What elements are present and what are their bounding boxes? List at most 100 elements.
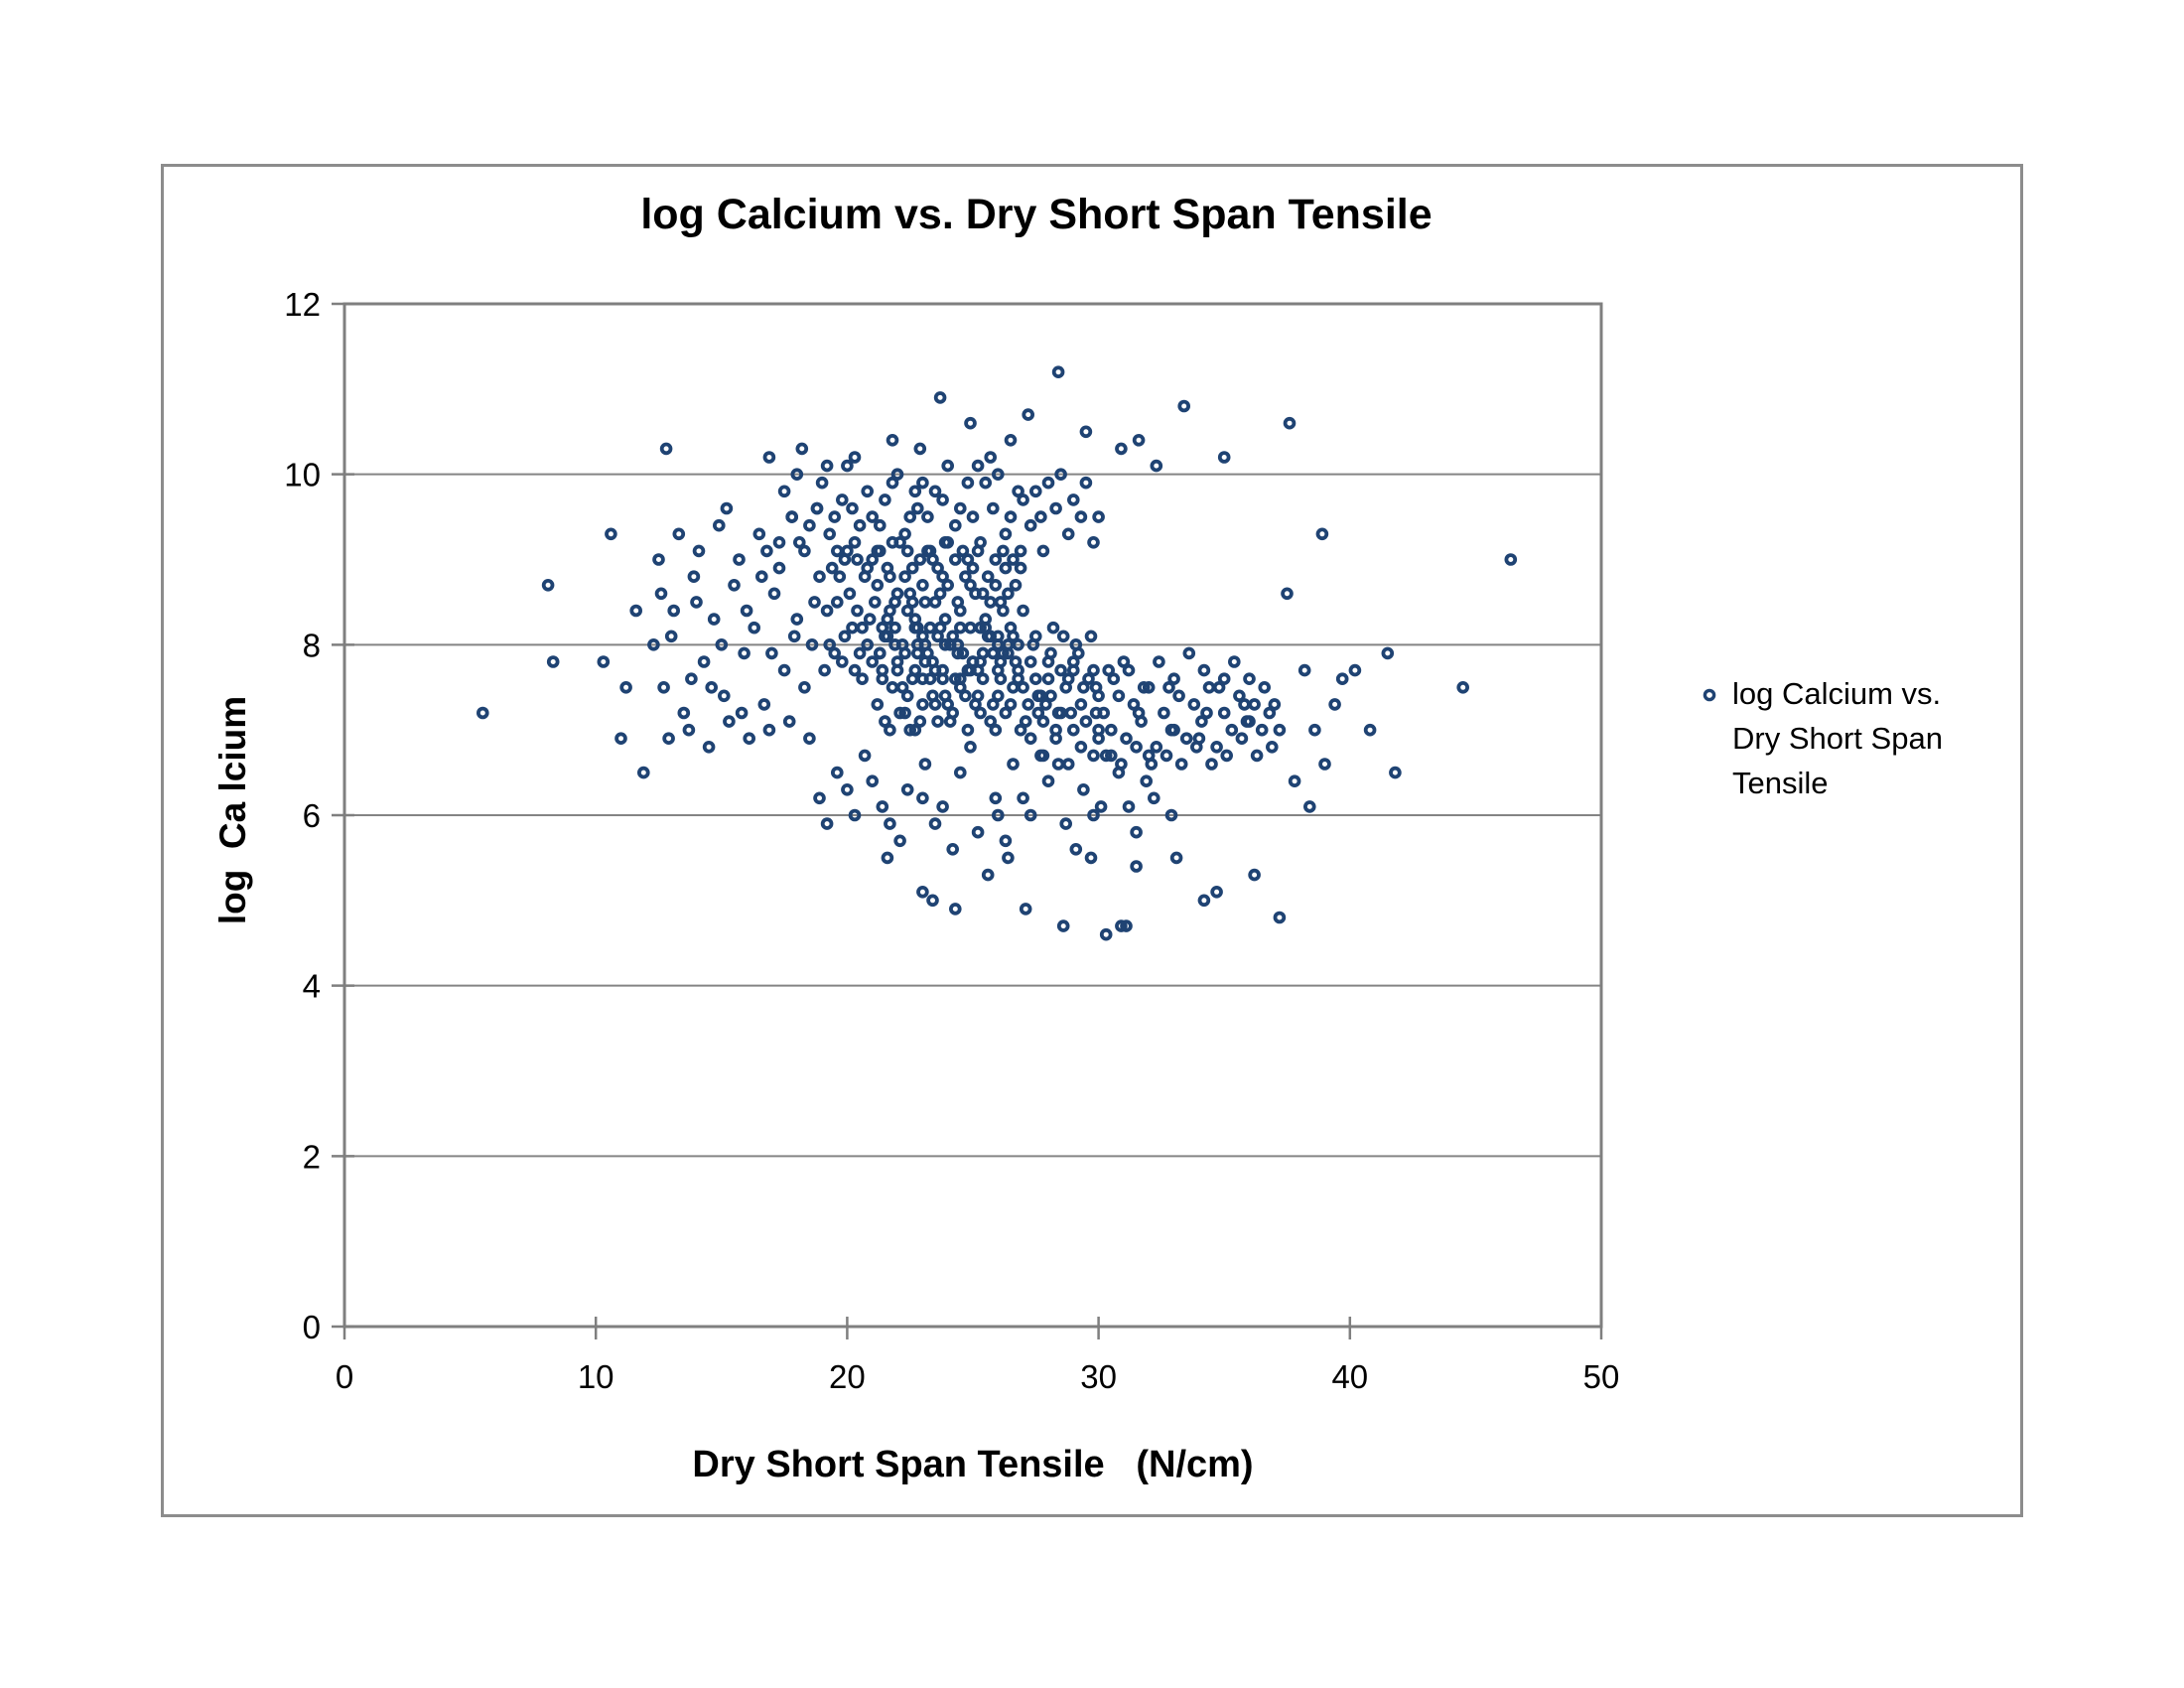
data-point [1017, 493, 1029, 506]
data-point [936, 800, 949, 813]
data-point [1160, 749, 1173, 763]
data-point [1077, 680, 1090, 694]
data-point [614, 732, 627, 745]
data-point [976, 646, 990, 660]
data-point [1195, 715, 1208, 728]
data-point [916, 476, 929, 490]
data-point [1288, 774, 1301, 787]
data-point [1014, 544, 1027, 558]
y-tick-label: 4 [303, 968, 321, 1005]
data-point [830, 766, 844, 779]
data-point [1004, 698, 1018, 711]
data-point [936, 663, 949, 677]
data-point [981, 570, 995, 584]
data-point [916, 698, 929, 711]
data-point [815, 476, 829, 490]
chart-frame: log Calcium vs. Dry Short Span Tensile 0… [161, 164, 2023, 1517]
data-point [931, 561, 944, 575]
data-point [785, 510, 798, 523]
data-point [1054, 706, 1067, 720]
data-point [1017, 604, 1029, 618]
data-point [720, 501, 734, 515]
data-point [1238, 698, 1251, 711]
data-point [1243, 715, 1256, 728]
data-point [928, 485, 942, 498]
data-point [705, 680, 718, 694]
data-point [1049, 732, 1062, 745]
data-point [861, 637, 874, 651]
data-point [1061, 527, 1075, 541]
data-point [905, 561, 919, 575]
data-point [1348, 663, 1362, 677]
data-point [1167, 672, 1180, 686]
data-point [974, 706, 987, 720]
data-point [953, 766, 967, 779]
data-point [1031, 689, 1045, 703]
data-point [866, 510, 879, 523]
data-point [820, 459, 834, 473]
data-point [1028, 672, 1042, 686]
data-point [863, 613, 877, 626]
data-point [733, 553, 746, 566]
data-point [1389, 766, 1402, 779]
data-point [1162, 680, 1175, 694]
data-point [1127, 698, 1141, 711]
data-point [1092, 732, 1105, 745]
data-point [853, 518, 867, 532]
data-point [1007, 680, 1020, 694]
data-point [1066, 663, 1080, 677]
data-point [1031, 706, 1045, 720]
data-point [886, 433, 899, 447]
data-point [1069, 637, 1083, 651]
data-point [1167, 723, 1180, 737]
data-point [743, 732, 755, 745]
x-tick-label: 10 [578, 1358, 614, 1395]
data-point [974, 621, 987, 634]
data-point [1092, 510, 1105, 523]
data-point [1066, 723, 1080, 737]
data-point [984, 596, 997, 609]
data-point [888, 596, 901, 609]
data-point [1034, 749, 1047, 763]
data-point [900, 782, 914, 796]
data-point [951, 596, 965, 609]
data-point [762, 451, 776, 464]
legend: log Calcium vs. Dry Short Span Tensile [1701, 671, 2018, 805]
data-point [895, 637, 909, 651]
data-point [898, 570, 911, 584]
data-point [707, 613, 721, 626]
data-point [898, 527, 911, 541]
data-point [830, 544, 844, 558]
data-point [936, 570, 949, 584]
data-point [1308, 723, 1321, 737]
data-point [900, 689, 914, 703]
data-point [948, 553, 962, 566]
data-point [828, 510, 841, 523]
y-tick-label: 12 [284, 286, 321, 323]
data-point [868, 596, 882, 609]
data-point [1150, 459, 1163, 473]
data-point [1283, 416, 1297, 430]
data-point [1007, 758, 1020, 771]
data-point [772, 535, 786, 549]
data-point [918, 758, 932, 771]
data-point [654, 587, 668, 601]
data-point [905, 596, 919, 609]
data-point [966, 561, 980, 575]
data-point [1099, 749, 1113, 763]
data-point [1169, 851, 1183, 865]
data-point [876, 663, 889, 677]
data-point [805, 637, 819, 651]
data-point [1014, 561, 1027, 575]
data-point [1335, 672, 1349, 686]
data-point [777, 485, 791, 498]
data-point [712, 518, 726, 532]
data-point [659, 442, 673, 456]
data-point [1104, 723, 1118, 737]
data-point [953, 621, 967, 634]
data-point [918, 655, 932, 668]
data-point [961, 476, 975, 490]
data-point [918, 596, 932, 609]
data-point [1074, 740, 1088, 754]
data-point [823, 527, 836, 541]
